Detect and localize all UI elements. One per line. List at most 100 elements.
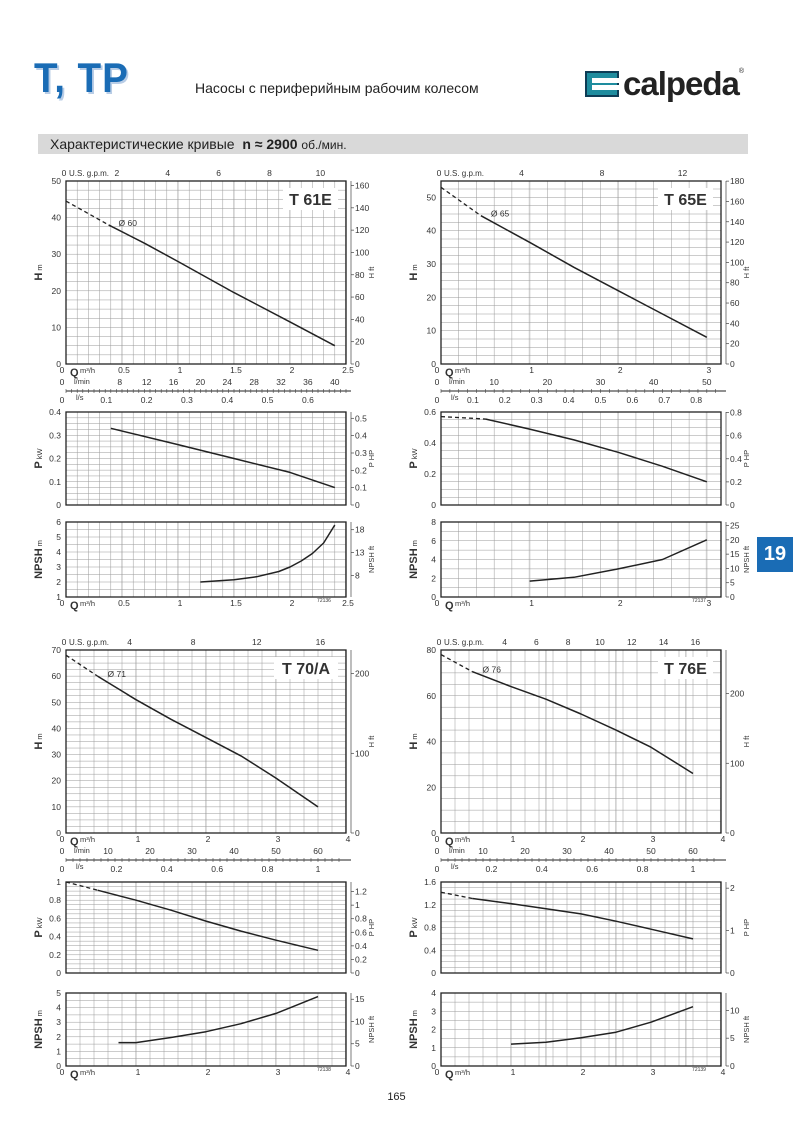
lmin-axis-title: l/min [74,377,90,386]
y-axis-unit: m [410,540,419,546]
lmin-tick-label: 20 [145,846,155,856]
y-tick-label: 40 [427,226,437,236]
lmin-tick-label: 10 [103,846,113,856]
right-tick-label: 0.2 [730,477,742,487]
series-title: T, TP [34,54,129,101]
y-axis-quantity: NPSH [408,1018,420,1049]
chapter-tab[interactable]: 19 [757,537,793,572]
gpm-tick-label: 10 [316,168,326,178]
right-tick-label: 200 [355,669,369,679]
y-tick-label: 0.2 [49,950,61,960]
gpm-zero-label: 0 [437,637,442,647]
lmin-tick-label: 40 [330,377,340,387]
right-tick-label: 0.1 [355,483,367,493]
q-axis-q-unit: m³/h [455,835,470,844]
gpm-tick-label: 4 [165,168,170,178]
right-tick-label: 0 [730,592,735,602]
plot-frame [440,521,722,598]
right-tick-label: 200 [730,689,744,699]
right-axis-title: P HP [742,919,751,936]
y-tick-label: 50 [427,192,437,202]
y-axis-quantity: P [33,461,45,468]
speed-label: n ≈ 2900 [242,136,298,152]
q-axis-tick-label: 3 [651,834,656,844]
ls-tick-label: 0.4 [563,395,575,405]
q-axis-tick-label: 1 [511,834,516,844]
npsh-panel: 0 1 2 3 4 0 5 10 NPSH m NPSH ft [408,988,751,1071]
q-axis-bottom-tick-label: 1.5 [230,598,242,608]
right-tick-label: 1 [355,900,360,910]
y-axis-quantity: P [408,461,420,468]
y-tick-label: 3 [56,562,61,572]
right-tick-label: 140 [730,217,744,227]
q-axis-tick-label: 3 [276,834,281,844]
speed-unit: об./мин. [301,138,347,152]
ls-tick-label: 0.2 [141,395,153,405]
ls-zero: 0 [60,864,65,874]
right-axis-title: H ft [367,735,376,748]
model-title: T 65E [664,192,707,209]
gpm-tick-label: 12 [627,637,637,647]
lmin-tick-label: 36 [303,377,313,387]
q-axis-tick-label: 2 [581,834,586,844]
calpeda-logo: calpeda ® [585,65,745,102]
right-tick-label: 5 [730,578,735,588]
q-axis-bottom-q-title: Q [70,600,79,612]
y-tick-label: 80 [427,645,437,655]
lmin-tick-label: 16 [169,377,179,387]
power-curve-extrapolated [440,415,486,420]
right-tick-label: 0.4 [355,941,367,951]
q-axis-bottom-zero: 0 [60,1067,65,1077]
ls-tick-label: 1 [316,864,321,874]
right-tick-label: 80 [355,270,365,280]
power-panel: 0 0.2 0.4 0.6 0.8 1 0 0.2 0.4 0.6 0.8 1 1.2 PkW P HP [33,877,376,978]
ls-tick-label: 0.8 [262,864,274,874]
y-axis-title: Hm [33,733,45,749]
q-axis-bottom-tick-label: 3 [706,598,711,608]
right-tick-label: 0 [355,828,360,838]
y-tick-label: 1 [56,592,61,602]
right-tick-label: 60 [730,298,740,308]
y-axis-title: NPSH m [33,1010,45,1049]
y-tick-label: 3 [431,1006,436,1016]
ls-tick-label: 0.6 [302,395,314,405]
brand-name: calpeda [623,65,740,102]
y-tick-label: 50 [52,697,62,707]
y-tick-label: 40 [52,723,62,733]
power-curve [485,418,708,483]
q-axis-bottom-tick-label: 2 [581,1067,586,1077]
q-axis-tick-label: 4 [721,834,726,844]
ls-tick-label: 0.2 [499,395,511,405]
lmin-axis-title: l/min [74,846,90,855]
y-axis-unit: kW [35,448,44,460]
right-axis-title: NPSH ft [742,545,751,573]
y-tick-label: 20 [427,782,437,792]
y-tick-label: 6 [431,536,436,546]
right-tick-label: 100 [355,247,369,257]
q-axis-bottom-q-unit: m³/h [455,1068,470,1077]
lmin-tick-label: 50 [646,846,656,856]
y-tick-label: 10 [52,322,62,332]
registered-mark: ® [738,68,745,75]
gpm-tick-label: 14 [659,637,669,647]
y-tick-label: 0.4 [424,438,436,448]
ls-zero: 0 [435,864,440,874]
q-axis-tick-label: 1 [529,365,534,375]
ls-tick-label: 0.2 [485,864,497,874]
right-tick-label: 0.8 [355,914,367,924]
gpm-tick-label: 4 [519,168,524,178]
right-tick-label: 10 [730,1005,740,1015]
ls-tick-label: 0.1 [100,395,112,405]
right-tick-label: 18 [355,525,365,535]
ls-tick-label: 0.5 [262,395,274,405]
y-tick-label: 0.1 [49,477,61,487]
lmin-tick-label: 10 [489,377,499,387]
lmin-zero: 0 [60,846,65,856]
y-tick-label: 8 [431,517,436,527]
gpm-axis-title: U.S. g.p.m. [69,169,109,178]
model-title-background [658,657,713,679]
gpm-tick-label: 16 [691,637,701,647]
y-axis-unit: kW [410,448,419,460]
